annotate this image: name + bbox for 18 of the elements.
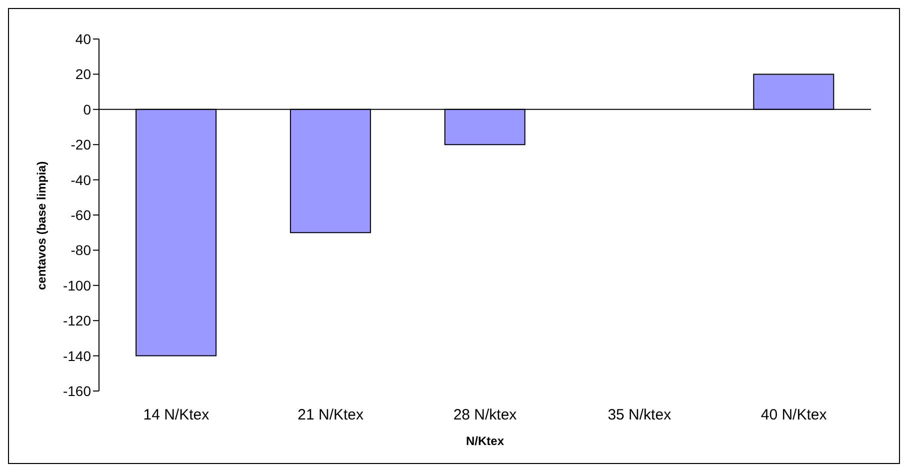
x-tick-label: 35 N/ktex xyxy=(608,406,672,424)
y-tick-label: -80 xyxy=(70,242,92,258)
y-tick-label: -60 xyxy=(70,206,92,223)
y-tick-label: -120 xyxy=(62,312,92,329)
y-tick-label: -20 xyxy=(70,136,92,153)
y-tick-label: -40 xyxy=(70,172,92,188)
x-tick-label: 28 N/ktex xyxy=(453,406,518,424)
y-tick-label: -100 xyxy=(62,277,92,294)
y-tick-label: -160 xyxy=(62,382,92,399)
y-tick-label: 40 xyxy=(75,30,92,47)
x-tick-label: 21 N/Ktex xyxy=(298,406,364,424)
x-axis-title: N/Ktex xyxy=(466,434,504,448)
y-tick-label: -140 xyxy=(62,348,92,364)
x-tick-label: 14 N/Ktex xyxy=(143,406,210,424)
y-tick-label: 0 xyxy=(83,101,92,118)
y-tick-label: 20 xyxy=(75,66,92,82)
x-tick-label: 40 N/Ktex xyxy=(760,406,828,424)
y-axis-title: centavos (base limpia) xyxy=(34,161,48,290)
